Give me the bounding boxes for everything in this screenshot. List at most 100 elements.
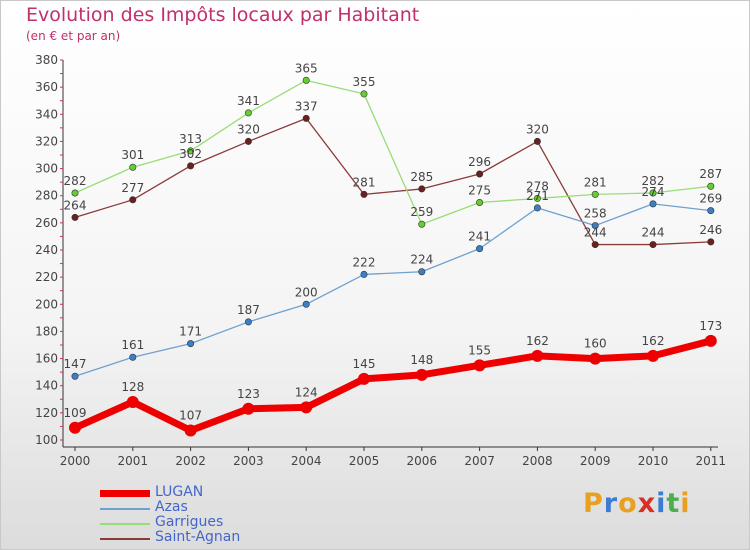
data-point-lugan <box>531 349 544 362</box>
data-label-saint-agnan: 244 <box>584 226 607 240</box>
data-label-lugan: 160 <box>584 337 607 351</box>
data-label-garrigues: 275 <box>468 184 491 198</box>
y-tick-label: 200 <box>35 297 58 311</box>
data-label-lugan: 162 <box>526 334 549 348</box>
data-point-azas <box>591 222 599 230</box>
x-tick-label: 2007 <box>464 454 495 468</box>
data-point-lugan <box>184 424 197 437</box>
y-tick-label: 360 <box>35 80 58 94</box>
y-tick-label: 220 <box>35 270 58 284</box>
data-point-saint-agnan <box>129 196 137 204</box>
data-point-lugan <box>647 349 659 362</box>
data-point-saint-agnan <box>187 162 195 170</box>
legend-label: Azas <box>155 499 188 515</box>
y-tick-label: 320 <box>35 134 58 148</box>
data-label-garrigues: 287 <box>699 167 722 181</box>
x-tick-label: 2005 <box>349 454 380 468</box>
data-label-azas: 187 <box>237 303 260 317</box>
chart-title: Evolution des Impôts locaux par Habitant <box>26 4 420 26</box>
data-point-garrigues <box>71 189 79 197</box>
data-label-saint-agnan: 246 <box>699 223 722 237</box>
series-line-lugan <box>71 337 715 434</box>
data-label-garrigues: 341 <box>237 94 260 108</box>
x-tick-label: 2001 <box>118 454 149 468</box>
data-label-azas: 241 <box>468 230 491 244</box>
data-label-lugan: 123 <box>237 387 260 401</box>
data-point-saint-agnan <box>71 213 79 221</box>
data-label-lugan: 173 <box>699 319 722 333</box>
legend-swatch <box>100 490 150 497</box>
data-label-saint-agnan: 337 <box>295 99 318 113</box>
data-label-azas: 271 <box>526 189 549 203</box>
data-point-azas <box>302 300 310 308</box>
data-point-garrigues <box>129 163 137 171</box>
data-label-garrigues: 365 <box>295 61 318 75</box>
legend-swatch <box>100 508 150 510</box>
x-tick-label: 2002 <box>175 454 206 468</box>
data-point-garrigues <box>649 189 657 197</box>
legend-swatch <box>100 523 150 525</box>
data-point-lugan <box>242 402 255 415</box>
data-label-saint-agnan: 320 <box>237 122 260 136</box>
data-label-saint-agnan: 285 <box>410 170 433 184</box>
data-point-lugan <box>473 359 486 372</box>
y-tick-label: 160 <box>35 352 58 366</box>
data-label-garrigues: 282 <box>642 174 665 188</box>
data-label-azas: 274 <box>642 185 665 199</box>
data-point-azas <box>649 200 657 208</box>
x-tick-label: 2009 <box>580 454 611 468</box>
logo-letter: o <box>618 488 638 519</box>
y-tick-label: 180 <box>35 324 58 338</box>
data-label-saint-agnan: 264 <box>64 198 87 212</box>
data-label-garrigues: 281 <box>584 175 607 189</box>
x-tick-label: 2006 <box>407 454 438 468</box>
x-tick-label: 2004 <box>291 454 322 468</box>
logo-letter: t <box>666 488 681 519</box>
logo-letter: i <box>680 488 691 519</box>
data-label-azas: 269 <box>699 192 722 206</box>
data-point-saint-agnan <box>418 185 426 193</box>
data-point-azas <box>244 318 252 326</box>
data-label-azas: 258 <box>584 207 607 221</box>
data-point-azas <box>71 372 79 380</box>
data-point-lugan <box>358 372 370 385</box>
data-label-lugan: 148 <box>410 353 433 367</box>
data-point-azas <box>187 340 195 348</box>
data-point-azas <box>418 268 426 276</box>
data-label-garrigues: 278 <box>526 179 549 193</box>
logo-letter: r <box>603 488 619 519</box>
data-point-lugan <box>126 396 139 408</box>
y-tick-label: 260 <box>35 216 58 230</box>
data-label-lugan: 162 <box>642 334 665 348</box>
data-label-lugan: 128 <box>121 380 144 394</box>
data-point-garrigues <box>476 199 484 207</box>
x-tick-label: 2008 <box>522 454 553 468</box>
proxiti-logo: Proxiti <box>583 488 691 519</box>
data-point-saint-agnan <box>244 137 252 145</box>
data-label-saint-agnan: 320 <box>526 122 549 136</box>
data-label-saint-agnan: 296 <box>468 155 491 169</box>
data-label-garrigues: 301 <box>121 148 144 162</box>
logo-letter: P <box>583 488 604 519</box>
data-label-lugan: 109 <box>64 406 87 420</box>
data-point-garrigues <box>591 190 599 198</box>
data-point-azas <box>476 245 484 253</box>
data-label-lugan: 145 <box>353 357 376 371</box>
series-line-azas <box>74 203 712 377</box>
data-point-saint-agnan <box>707 238 715 246</box>
chart-subtitle: (en € et par an) <box>26 29 121 43</box>
data-point-azas <box>360 270 368 278</box>
data-point-lugan <box>704 334 717 347</box>
data-label-azas: 147 <box>64 357 87 371</box>
data-point-lugan <box>300 401 313 414</box>
y-tick-label: 240 <box>35 243 58 257</box>
y-tick-label: 120 <box>35 406 58 420</box>
data-point-garrigues <box>244 109 252 117</box>
legend-label: LUGAN <box>155 484 204 500</box>
x-tick-label: 2010 <box>638 454 669 468</box>
data-label-saint-agnan: 302 <box>179 147 202 161</box>
data-point-garrigues <box>418 220 426 228</box>
data-point-saint-agnan <box>360 190 368 198</box>
